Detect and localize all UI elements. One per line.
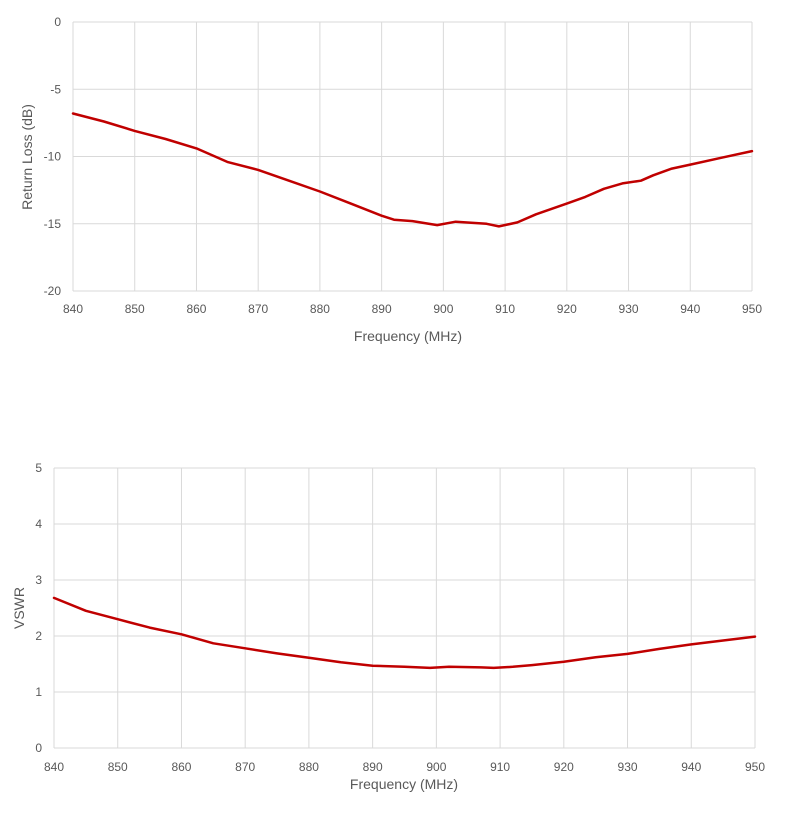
vswr-line (52, 596, 757, 670)
y-tick-label: 2 (35, 629, 42, 643)
grid-lines (72, 21, 753, 292)
grid-lines (53, 467, 756, 749)
x-tick-label: 860 (186, 302, 206, 316)
x-tick-label: 930 (618, 760, 638, 774)
x-tick-label: 950 (742, 302, 762, 316)
x-tick-label: 890 (363, 760, 383, 774)
x-tick-label: 910 (490, 760, 510, 774)
y-tick-label: -20 (44, 284, 62, 298)
y-tick-label: 0 (35, 741, 42, 755)
x-tick-label: 850 (125, 302, 145, 316)
x-tick-label: 900 (433, 302, 453, 316)
x-tick-label: 840 (44, 760, 64, 774)
x-tick-label: 910 (495, 302, 515, 316)
vswr-chart: 5 4 3 2 1 0 840 850 860 870 880 890 900 910 920 930 940… (0, 400, 800, 810)
y-axis-title: VSWR (11, 587, 27, 629)
y-tick-label: -15 (44, 217, 62, 231)
y-tick-label: 4 (35, 517, 42, 531)
x-tick-label: 850 (108, 760, 128, 774)
y-tick-label: 0 (54, 15, 61, 29)
x-tick-label: 870 (248, 302, 268, 316)
x-tick-label: 940 (681, 760, 701, 774)
x-tick-label: 950 (745, 760, 765, 774)
return-loss-line (71, 112, 754, 228)
x-tick-label: 890 (372, 302, 392, 316)
y-axis-ticks: 5 4 3 2 1 0 (35, 461, 42, 755)
x-axis-title: Frequency (MHz) (350, 776, 458, 792)
x-tick-label: 860 (171, 760, 191, 774)
x-tick-label: 940 (680, 302, 700, 316)
vswr-plot: 5 4 3 2 1 0 840 850 860 870 880 890 900 910 920 930 940… (11, 461, 765, 792)
x-tick-label: 840 (63, 302, 83, 316)
x-tick-label: 920 (554, 760, 574, 774)
y-tick-label: -10 (44, 150, 62, 164)
x-tick-label: 920 (557, 302, 577, 316)
x-axis-ticks: 840 850 860 870 880 890 900 910 920 930 940 950 (44, 760, 765, 774)
x-tick-label: 900 (426, 760, 446, 774)
x-tick-label: 880 (310, 302, 330, 316)
y-tick-label: 1 (35, 685, 42, 699)
x-tick-label: 880 (299, 760, 319, 774)
y-axis-title: Return Loss (dB) (19, 104, 35, 210)
y-axis-ticks: 0 -5 -10 -15 -20 (44, 15, 62, 298)
x-tick-label: 930 (619, 302, 639, 316)
return-loss-plot: 0 -5 -10 -15 -20 840 850 860 870 880 890 900 910 920… (19, 15, 762, 344)
y-tick-label: 5 (35, 461, 42, 475)
x-axis-ticks: 840 850 860 870 880 890 900 910 920 930 940 950 (63, 302, 762, 316)
y-tick-label: -5 (50, 82, 61, 96)
y-tick-label: 3 (35, 573, 42, 587)
return-loss-chart: 0 -5 -10 -15 -20 840 850 860 870 880 890 900 910 920… (0, 0, 800, 400)
x-axis-title: Frequency (MHz) (354, 328, 462, 344)
x-tick-label: 870 (235, 760, 255, 774)
